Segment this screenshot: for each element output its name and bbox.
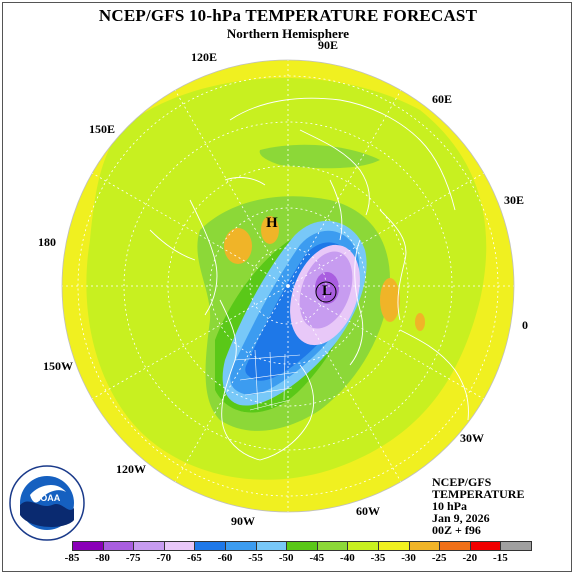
colorbar-swatch [163,541,196,551]
colorbar-tick-label: -20 [462,552,478,564]
lon-label-180: 180 [38,235,56,249]
colorbar-swatch [224,541,257,551]
colorbar-swatch [72,541,104,551]
info-model: NCEP/GFS [432,475,492,489]
info-variable: TEMPERATURE [432,487,525,501]
info-cycle: 00Z + f96 [432,523,481,537]
colorbar-tick-label: -70 [156,552,172,564]
noaa-logo: NOAA [9,465,85,541]
colorbar-tick-label: -35 [370,552,386,564]
lon-label-30w: 30W [460,431,484,445]
colorbar-tick-label: -80 [95,552,110,564]
warm-spot-h [261,216,279,244]
coastlines [149,97,469,461]
colorbar-tick-label: -55 [248,552,263,564]
colorbar-ticks: -85 -80 -75 -70 -65 -60 -55 -50 -45 -40 -35 -30 -25 -… [0,552,576,566]
warm-spot-west [224,228,252,264]
colorbar-swatch [377,541,410,551]
page-subtitle: Northern Hemisphere [226,26,350,41]
temp-region-darkpurple [315,272,339,304]
info-level: 10 hPa [432,499,468,513]
lon-label-0: 0 [522,318,528,332]
warm-spot-east2 [415,313,425,331]
forecast-info: NCEP/GFS TEMPERATURE 10 hPa Jan 9, 2026 … [432,476,524,536]
low-center-ring [315,281,337,303]
hemisphere-outline [61,59,515,513]
colorbar-swatch [194,541,226,551]
colorbar-swatch [133,541,165,551]
colorbar-tick-label: -30 [401,552,416,564]
colorbar-swatch [408,541,441,551]
noaa-logo-text: NOAA [34,493,61,503]
colorbar-tick-label: -50 [278,552,294,564]
country-borders [234,349,301,411]
info-date: Jan 9, 2026 [432,511,490,525]
lon-label-60w: 60W [356,504,380,518]
lon-label-90e: 90E [318,38,339,52]
lon-label-150e: 150E [89,122,116,136]
warm-spot-east [380,278,400,322]
lon-label-30e: 30E [504,193,525,207]
colorbar-swatch [500,541,532,551]
colorbar-tick-label: -85 [64,552,80,564]
lon-label-90w: 90W [231,514,255,528]
colorbar [72,541,532,551]
temp-region-green-north [259,144,380,169]
colorbar-swatch [102,541,135,551]
colorbar-tick-label: -25 [431,552,447,564]
figure-frame [2,2,572,572]
colorbar-swatch [347,541,379,551]
colorbar-tick-label: -75 [125,552,141,564]
colorbar-tick-label: -15 [493,552,508,564]
low-pressure-marker: L [322,283,333,299]
colorbar-tick-label: -45 [309,552,325,564]
colorbar-swatch [255,541,288,551]
page-title: NCEP/GFS 10-hPa TEMPERATURE FORECAST [98,6,478,25]
lon-label-120w: 120W [116,462,146,476]
colorbar-swatch [316,541,349,551]
colorbar-tick-label: -60 [217,552,233,564]
colorbar-swatch [286,541,318,551]
lon-label-60e: 60E [432,92,453,106]
lon-label-120e: 120E [191,50,218,64]
lon-label-150w: 150W [43,359,73,373]
colorbar-tick-label: -65 [187,552,202,564]
colorbar-tick-label: -40 [340,552,355,564]
colorbar-swatch [469,541,502,551]
colorbar-swatch [439,541,471,551]
high-pressure-marker: H [266,215,278,231]
